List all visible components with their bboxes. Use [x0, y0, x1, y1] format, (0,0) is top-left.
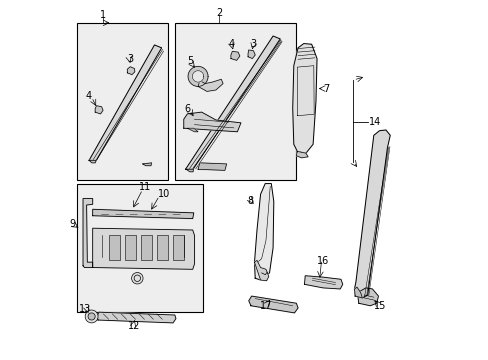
Text: 7: 7: [322, 84, 328, 94]
Bar: [124, 235, 136, 260]
Polygon shape: [304, 276, 342, 289]
Polygon shape: [188, 66, 207, 86]
Polygon shape: [93, 209, 193, 219]
Text: 11: 11: [139, 182, 151, 192]
Polygon shape: [95, 106, 103, 114]
Text: 17: 17: [259, 301, 271, 311]
Polygon shape: [83, 199, 93, 267]
Polygon shape: [354, 130, 389, 298]
Polygon shape: [198, 79, 223, 91]
Bar: [157, 235, 168, 260]
Bar: [77, 184, 203, 312]
Polygon shape: [247, 50, 255, 59]
Text: 6: 6: [184, 104, 190, 113]
Bar: [173, 235, 184, 260]
Polygon shape: [93, 228, 194, 269]
Bar: [108, 235, 120, 260]
Text: 8: 8: [246, 197, 253, 206]
Text: 4: 4: [86, 91, 92, 102]
Text: 9: 9: [69, 219, 75, 229]
Polygon shape: [97, 312, 176, 323]
Text: 16: 16: [316, 256, 328, 266]
Text: 10: 10: [158, 189, 170, 199]
Polygon shape: [183, 112, 241, 132]
Polygon shape: [187, 128, 198, 132]
Circle shape: [85, 310, 98, 323]
Polygon shape: [198, 163, 226, 170]
Bar: [175, 23, 296, 180]
Polygon shape: [192, 71, 203, 82]
Polygon shape: [296, 152, 307, 158]
Polygon shape: [185, 36, 280, 169]
Polygon shape: [89, 160, 96, 163]
Polygon shape: [254, 260, 268, 281]
Bar: [77, 23, 167, 180]
Circle shape: [88, 313, 95, 320]
Text: 12: 12: [127, 321, 140, 331]
Text: 1: 1: [100, 10, 106, 20]
Polygon shape: [354, 287, 362, 298]
Text: 2: 2: [216, 8, 222, 18]
Text: 5: 5: [187, 57, 193, 66]
Polygon shape: [127, 67, 135, 75]
Polygon shape: [248, 296, 298, 313]
Polygon shape: [89, 45, 162, 160]
Text: 15: 15: [373, 301, 386, 311]
Bar: [141, 235, 152, 260]
Text: 13: 13: [79, 303, 91, 314]
Polygon shape: [292, 44, 316, 153]
Circle shape: [131, 273, 143, 284]
Polygon shape: [186, 169, 193, 172]
Text: 4: 4: [228, 39, 234, 49]
Polygon shape: [230, 51, 240, 60]
Text: 3: 3: [127, 54, 133, 64]
Text: 14: 14: [368, 117, 380, 127]
Text: 3: 3: [250, 39, 256, 49]
Polygon shape: [357, 288, 378, 306]
Polygon shape: [142, 163, 151, 166]
Polygon shape: [254, 184, 273, 280]
